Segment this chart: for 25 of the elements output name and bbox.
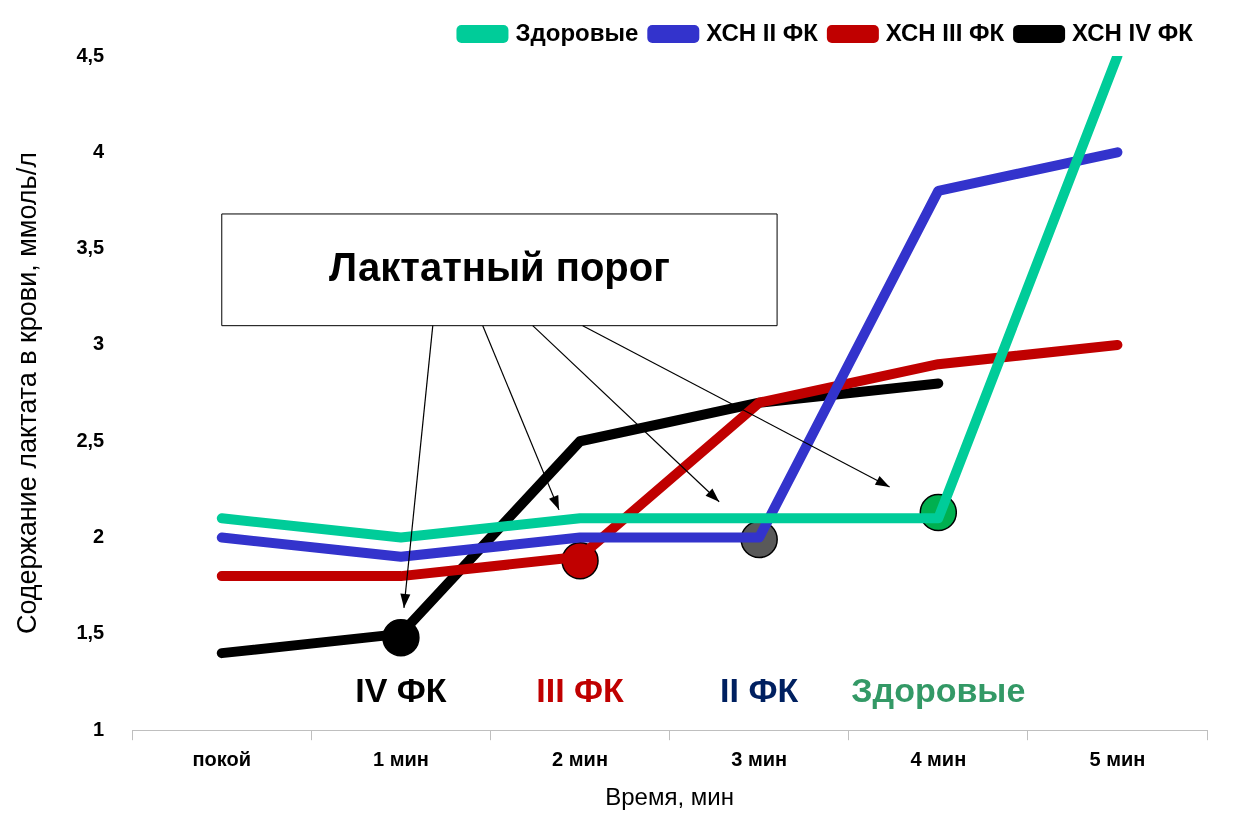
legend-label: ХСН III ФК [885,18,1005,46]
x-tick-label: 2 мин [552,747,608,770]
legend-label: ХСН II ФК [706,18,819,46]
y-tick-label: 3 [93,332,105,355]
x-tick-label: 1 мин [372,747,429,770]
x-tick-label: покой [192,747,252,770]
x-axis-title: Время, мин [605,783,734,811]
annotation: Здоровые [851,671,1026,710]
y-tick-label: 4,5 [76,43,105,66]
annotation: IV ФК [355,671,447,710]
annotation: Лактатный порог [328,244,670,289]
y-axis-title: Содержание лактата в крови, ммоль/л [11,152,42,635]
y-tick-label: 1,5 [76,621,105,644]
y-tick-label: 1 [93,717,105,740]
y-tick-label: 3,5 [76,236,105,259]
annotation: III ФК [536,671,625,710]
x-tick-label: 3 мин [731,747,788,770]
legend-label: Здоровые [515,18,639,46]
y-tick-label: 2,5 [76,428,105,451]
x-tick-label: 5 мин [1089,747,1146,770]
annotation: II ФК [720,671,799,710]
y-tick-label: 2 [93,525,105,548]
y-tick-label: 4 [93,139,106,162]
legend-label: ХСН IV ФК [1072,18,1194,46]
x-tick-label: 4 мин [910,747,967,770]
